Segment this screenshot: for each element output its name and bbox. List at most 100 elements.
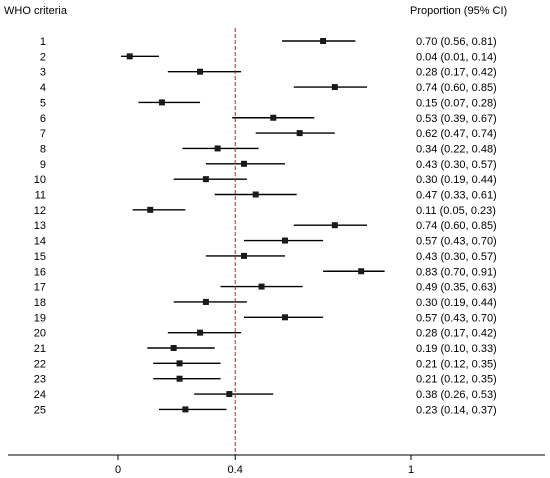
proportion-value: 0.21 (0.12, 0.35) — [416, 374, 497, 386]
proportion-value: 0.43 (0.30, 0.57) — [416, 251, 497, 263]
forest-row: 21 0.19 (0.10, 0.33) — [34, 343, 497, 355]
point-estimate-marker — [296, 130, 303, 137]
forest-row: 18 0.30 (0.19, 0.44) — [34, 297, 497, 309]
forest-row: 11 0.47 (0.33, 0.61) — [35, 190, 497, 202]
proportion-value: 0.43 (0.30, 0.57) — [416, 159, 497, 171]
proportion-value: 0.30 (0.19, 0.44) — [416, 297, 497, 309]
point-estimate-marker — [202, 298, 209, 305]
proportion-value: 0.70 (0.56, 0.81) — [416, 36, 497, 48]
point-estimate-marker — [202, 176, 209, 183]
point-estimate-marker — [226, 391, 233, 398]
proportion-value: 0.34 (0.22, 0.48) — [416, 143, 497, 155]
row-label: 5 — [40, 97, 46, 109]
forest-row: 14 0.57 (0.43, 0.70) — [34, 236, 497, 248]
proportion-value: 0.38 (0.26, 0.53) — [416, 389, 497, 401]
forest-row: 17 0.49 (0.35, 0.63) — [34, 282, 497, 294]
forest-row: 9 0.43 (0.30, 0.57) — [40, 159, 497, 171]
proportion-value: 0.53 (0.39, 0.67) — [416, 113, 497, 125]
row-label: 11 — [35, 190, 46, 202]
forest-row: 2 0.04 (0.01, 0.14) — [40, 51, 497, 63]
point-estimate-marker — [240, 160, 247, 167]
x-ticks: 0 0.4 1 — [115, 455, 414, 476]
point-estimate-marker — [182, 406, 189, 413]
row-label: 18 — [34, 297, 46, 309]
row-label: 8 — [40, 143, 46, 155]
proportion-value: 0.28 (0.17, 0.42) — [416, 328, 497, 340]
row-label: 19 — [34, 312, 46, 324]
forest-row: 16 0.83 (0.70, 0.91) — [34, 266, 497, 278]
row-label: 20 — [34, 328, 46, 340]
row-label: 25 — [34, 404, 46, 416]
point-estimate-marker — [197, 68, 204, 75]
forest-row: 22 0.21 (0.12, 0.35) — [34, 358, 497, 370]
proportion-value: 0.19 (0.10, 0.33) — [416, 343, 497, 355]
row-label: 6 — [40, 113, 46, 125]
forest-row: 15 0.43 (0.30, 0.57) — [34, 251, 497, 263]
proportion-value: 0.74 (0.60, 0.85) — [416, 82, 497, 94]
proportion-value: 0.57 (0.43, 0.70) — [416, 236, 497, 248]
proportion-column-header: Proportion (95% CI) — [410, 5, 508, 17]
row-label: 7 — [40, 128, 46, 140]
row-label: 23 — [34, 374, 46, 386]
x-tick-label: 1 — [408, 464, 414, 476]
proportion-value: 0.15 (0.07, 0.28) — [416, 97, 497, 109]
point-estimate-marker — [331, 222, 338, 229]
forest-row: 5 0.15 (0.07, 0.28) — [40, 97, 497, 109]
proportion-value: 0.49 (0.35, 0.63) — [416, 282, 497, 294]
proportion-value: 0.47 (0.33, 0.61) — [416, 190, 497, 202]
point-estimate-marker — [320, 38, 327, 44]
forest-row: 3 0.28 (0.17, 0.42) — [40, 67, 497, 79]
point-estimate-marker — [176, 375, 183, 382]
forest-row: 8 0.34 (0.22, 0.48) — [40, 143, 497, 155]
proportion-value: 0.11 (0.05, 0.23) — [416, 205, 496, 217]
forest-row: 12 0.11 (0.05, 0.23) — [34, 205, 496, 217]
forest-row: 1 0.70 (0.56, 0.81) — [40, 36, 497, 48]
x-tick-label: 0 — [115, 464, 121, 476]
point-estimate-marker — [147, 206, 154, 213]
forest-row: 24 0.38 (0.26, 0.53) — [34, 389, 497, 401]
criteria-column-header: WHO criteria — [4, 5, 67, 17]
row-label: 9 — [40, 159, 46, 171]
point-estimate-marker — [214, 145, 221, 152]
row-label: 15 — [34, 251, 46, 263]
point-estimate-marker — [158, 99, 165, 106]
point-estimate-marker — [282, 314, 289, 321]
forest-row: 20 0.28 (0.17, 0.42) — [34, 328, 497, 340]
proportion-value: 0.74 (0.60, 0.85) — [416, 220, 497, 232]
forest-row: 10 0.30 (0.19, 0.44) — [34, 174, 497, 186]
point-estimate-marker — [358, 268, 365, 275]
row-label: 3 — [40, 67, 46, 79]
row-label: 4 — [40, 82, 46, 94]
proportion-value: 0.04 (0.01, 0.14) — [416, 51, 497, 63]
point-estimate-marker — [270, 114, 277, 121]
forest-row: 19 0.57 (0.43, 0.70) — [34, 312, 497, 324]
point-estimate-marker — [258, 283, 265, 290]
forest-row: 7 0.62 (0.47, 0.74) — [40, 128, 497, 140]
proportion-value: 0.62 (0.47, 0.74) — [416, 128, 497, 140]
row-label: 13 — [34, 220, 46, 232]
row-label: 14 — [34, 236, 46, 248]
point-estimate-marker — [170, 345, 177, 351]
proportion-value: 0.23 (0.14, 0.37) — [416, 404, 497, 416]
row-label: 24 — [34, 389, 46, 401]
row-label: 12 — [34, 205, 46, 217]
row-label: 10 — [34, 174, 46, 186]
forest-row: 25 0.23 (0.14, 0.37) — [34, 404, 497, 416]
forest-row: 4 0.74 (0.60, 0.85) — [40, 82, 497, 94]
point-estimate-marker — [126, 53, 133, 60]
point-estimate-marker — [282, 237, 289, 244]
forest-row: 6 0.53 (0.39, 0.67) — [40, 113, 497, 125]
proportion-value: 0.57 (0.43, 0.70) — [416, 312, 497, 324]
row-label: 22 — [34, 358, 46, 370]
x-tick-label: 0.4 — [228, 464, 243, 476]
proportion-value: 0.28 (0.17, 0.42) — [416, 67, 497, 79]
row-label: 17 — [34, 282, 46, 294]
point-estimate-marker — [197, 329, 204, 336]
proportion-value: 0.30 (0.19, 0.44) — [416, 174, 497, 186]
row-label: 16 — [34, 266, 46, 278]
point-estimate-marker — [240, 252, 247, 259]
row-label: 21 — [34, 343, 46, 355]
row-label: 1 — [40, 36, 46, 48]
row-label: 2 — [40, 51, 46, 63]
